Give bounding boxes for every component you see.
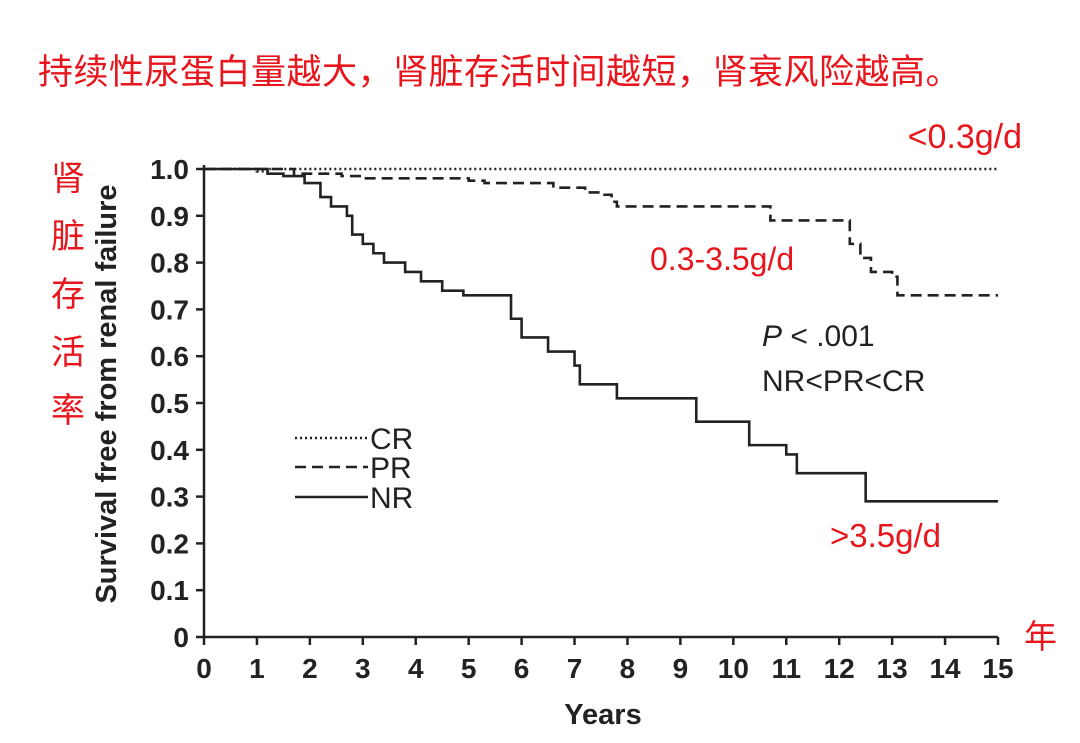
x-tick-label: 7 xyxy=(567,653,583,684)
series-line-cr xyxy=(204,167,998,173)
x-tick-label: 6 xyxy=(514,653,530,684)
series-line-pr xyxy=(204,167,998,297)
y-tick-label: 0.7 xyxy=(150,294,189,325)
cn-ylabel-char: 肾 xyxy=(51,159,85,199)
p-letter: P xyxy=(762,320,782,353)
x-axis-title: Years xyxy=(564,699,641,731)
annotation-pr: 0.3-3.5g/d xyxy=(650,241,794,277)
cn-ylabel-char: 存 xyxy=(51,275,85,315)
y-tick-label: 0.1 xyxy=(150,575,189,606)
legend-label-pr: PR xyxy=(370,452,412,485)
y-tick-label: 0.9 xyxy=(150,201,189,232)
chart-axes: 0 1 2 3 4 5 6 7 8 9 10 11 12 13 14 1500.10.20.30.40.50.… xyxy=(150,154,1014,684)
x-tick-label: 2 xyxy=(302,653,318,684)
x-tick-label: 8 xyxy=(620,653,636,684)
x-tick-label: 5 xyxy=(461,653,477,684)
y-tick-label: 0 xyxy=(173,622,189,653)
x-tick-label: 13 xyxy=(877,653,908,684)
cn-ylabel-char: 脏 xyxy=(51,217,85,257)
legend-label-nr: NR xyxy=(370,482,413,515)
x-unit-label: 年 xyxy=(1024,618,1057,655)
chart-legend: CR PR NR xyxy=(295,423,413,515)
annotation-nr: >3.5g/d xyxy=(830,517,941,554)
order-text: NR<PR<CR xyxy=(762,365,925,398)
x-tick-label: 0 xyxy=(196,653,212,684)
y-tick-label: 0.8 xyxy=(150,248,189,279)
cn-ylabel-char: 活 xyxy=(51,333,85,373)
series-line-nr xyxy=(204,167,998,503)
page-title: 持续性尿蛋白量越大，肾脏存活时间越短，肾衰风险越高。 xyxy=(38,53,962,93)
x-tick-label: 10 xyxy=(718,653,749,684)
x-tick-label: 3 xyxy=(355,653,371,684)
p-value: < .001 xyxy=(782,320,875,353)
y-tick-label: 0.6 xyxy=(150,341,189,372)
cn-y-axis-label: 肾 脏 存 活 率 xyxy=(46,150,90,440)
y-tick-label: 1.0 xyxy=(150,154,189,185)
x-tick-label: 11 xyxy=(771,653,801,684)
x-tick-label: 12 xyxy=(824,653,855,684)
y-tick-label: 0.2 xyxy=(150,528,189,559)
y-tick-label: 0.5 xyxy=(150,388,189,419)
x-tick-label: 15 xyxy=(982,653,1013,684)
series-layer xyxy=(204,167,998,503)
x-tick-label: 4 xyxy=(408,653,424,684)
y-tick-label: 0.3 xyxy=(150,482,189,513)
x-tick-label: 9 xyxy=(673,653,689,684)
annotation-cr: <0.3g/d xyxy=(908,118,1022,156)
x-tick-label: 1 xyxy=(249,653,265,684)
y-axis-title: Survival free from renal failure xyxy=(91,184,123,603)
cn-ylabel-char: 率 xyxy=(51,391,85,431)
y-tick-label: 0.4 xyxy=(150,435,189,466)
p-value-text: P < .001 xyxy=(762,320,875,353)
legend-label-cr: CR xyxy=(370,423,413,456)
x-tick-label: 14 xyxy=(929,653,961,684)
